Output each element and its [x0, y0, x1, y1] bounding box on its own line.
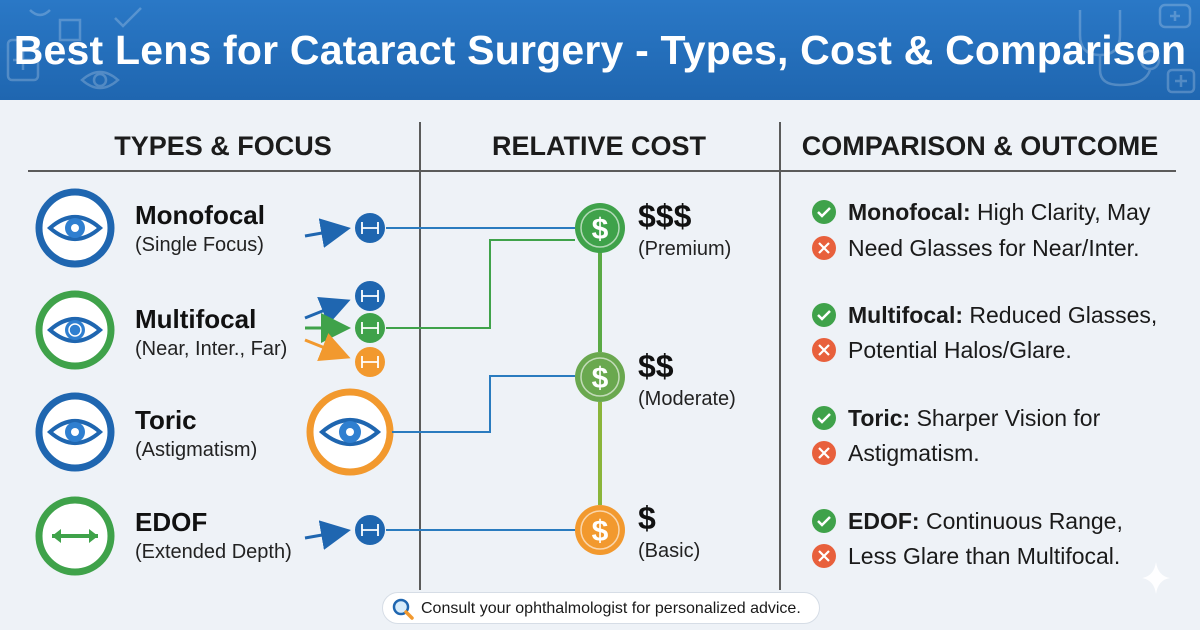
lens-name-multifocal: Multifocal: [135, 304, 257, 334]
comparison-con-multifocal: Potential Halos/Glare.: [848, 337, 1072, 363]
title-banner: Best Lens for Cataract Surgery - Types, …: [0, 0, 1200, 100]
cross-icons: [812, 236, 836, 568]
medical-doodle-icon: [6, 7, 142, 90]
comparison-pro-text: Continuous Range,: [925, 508, 1123, 534]
svg-text:$: $: [592, 362, 609, 395]
toric-eye-icon: [35, 392, 115, 472]
cost-label-moderate: (Moderate): [638, 388, 736, 410]
comparison-name: EDOF:: [848, 508, 920, 534]
monofocal-eye-icon: [35, 188, 115, 268]
multifocal-eye-icon: [35, 290, 115, 370]
comparison-pro-multifocal: Multifocal: Reduced Glasses,: [848, 302, 1157, 329]
cost-symbol-basic: $: [638, 500, 656, 536]
cost-node-premium: $: [575, 203, 625, 253]
column-header-comparison: COMPARISON & OUTCOME: [801, 131, 1159, 161]
stethoscope-doodle-icon: [1078, 3, 1196, 94]
lens-subtitle-edof: (Extended Depth): [135, 541, 292, 563]
comparison-pro-monofocal: Monofocal: High Clarity, May: [848, 199, 1150, 226]
cost-label-premium: (Premium): [638, 238, 732, 260]
check-icons: [812, 200, 836, 533]
comparison-name: Monofocal:: [848, 199, 971, 225]
svg-text:$: $: [592, 213, 609, 246]
page-title: Best Lens for Cataract Surgery - Types, …: [13, 27, 1187, 73]
comparison-pro-text: Reduced Glasses,: [969, 302, 1158, 328]
lens-name-toric: Toric: [135, 405, 197, 435]
header-divider: [28, 170, 1176, 172]
footer-note: Consult your ophthalmologist for persona…: [382, 592, 820, 624]
edof-double-arrow-icon: [35, 496, 115, 576]
lens-subtitle-multifocal: (Near, Inter., Far): [135, 338, 288, 360]
footer-text: Consult your ophthalmologist for persona…: [421, 600, 801, 617]
column-divider-left: [419, 122, 421, 590]
column-header-types: TYPES & FOCUS: [114, 131, 332, 161]
comparison-pro-text: Sharper Vision for: [916, 405, 1101, 431]
lens-subtitle-toric: (Astigmatism): [135, 439, 258, 461]
comparison-pro-text: High Clarity, May: [977, 199, 1151, 225]
comparison-name: Toric:: [848, 405, 911, 431]
multifocal-range-connectors: [304, 281, 385, 377]
cost-symbol-moderate: $$: [638, 348, 674, 384]
comparison-name: Multifocal:: [848, 302, 963, 328]
cost-node-basic: $: [575, 505, 625, 555]
monofocal-range-connector: [304, 213, 385, 248]
column-header-cost: RELATIVE COST: [491, 131, 706, 161]
svg-text:$: $: [592, 515, 609, 548]
magnifier-icon: [392, 598, 414, 620]
comparison-con-edof: Less Glare than Multifocal.: [848, 543, 1121, 569]
lens-name-monofocal: Monofocal: [135, 200, 265, 230]
sparkle-icon: [1142, 562, 1170, 594]
comparison-pro-edof: EDOF: Continuous Range,: [848, 508, 1123, 535]
cost-label-basic: (Basic): [638, 540, 701, 562]
cost-connectors: [386, 227, 575, 531]
column-divider-right: [779, 122, 781, 590]
toric-large-eye-icon: [306, 388, 394, 476]
lens-name-edof: EDOF: [135, 507, 208, 537]
cost-node-moderate: $: [575, 352, 625, 402]
comparison-con-monofocal: Need Glasses for Near/Inter.: [848, 235, 1140, 261]
edof-range-connector: [304, 515, 385, 550]
cost-symbol-premium: $$$: [638, 198, 692, 234]
comparison-con-toric: Astigmatism.: [848, 440, 980, 466]
comparison-pro-toric: Toric: Sharper Vision for: [848, 405, 1100, 432]
lens-subtitle-monofocal: (Single Focus): [135, 234, 264, 256]
